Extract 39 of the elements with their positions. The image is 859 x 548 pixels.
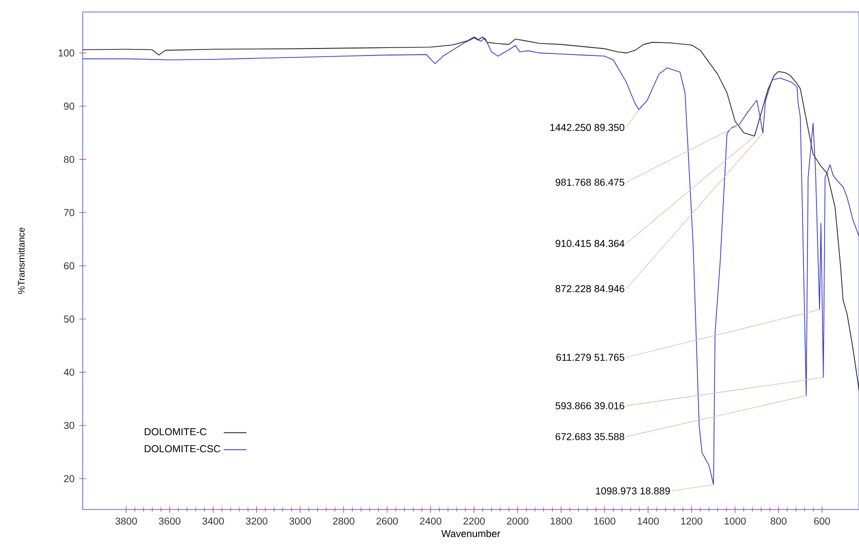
legend-label: DOLOMITE-C [144,428,206,436]
x-tick-label: 2200 [463,517,485,525]
annotation: 672.683 35.588 [556,432,624,440]
y-tick-label: 40 [64,368,74,376]
annotation: 981.768 86.475 [556,178,624,186]
y-tick-label: 50 [64,315,74,322]
x-tick-label: 1600 [594,517,616,525]
x-tick-label: 3400 [202,517,224,525]
x-tick-label: 3000 [289,517,311,525]
annotation: 593.866 39.016 [556,402,624,410]
y-tick-label: 80 [64,156,74,163]
annotation: 1442.250 89.350 [550,124,624,131]
x-tick-label: 600 [814,517,830,525]
x-tick-label: 2400 [420,517,442,525]
x-tick-label: 1000 [724,517,746,525]
y-tick-label: 60 [64,262,74,270]
annotation: 1098.973 18.889 [596,487,670,494]
legend-label: DOLOMITE-CSC [144,445,220,452]
y-tick-label: 70 [64,208,74,216]
y-tick-label: 30 [64,422,74,429]
x-tick-label: 3800 [115,517,137,525]
y-tick-label: 100 [58,49,74,56]
x-tick-label: 2000 [506,517,528,525]
x-tick-label: 1400 [638,517,659,525]
y-tick-label: 90 [64,102,74,110]
x-tick-label: 3600 [158,517,180,525]
y-tick-label: 20 [64,475,74,482]
x-tick-label: 2600 [376,517,398,525]
annotation: 611.279 51.765 [556,354,624,361]
x-tick-label: 800 [770,517,786,525]
x-tick-label: 1800 [550,517,572,525]
line-series [82,38,859,485]
x-axis-title: Wavenumber [441,530,500,538]
x-tick-label: 3200 [246,517,268,525]
annotation: 910.415 84.364 [556,240,624,247]
y-axis-title: %Transmittance [18,228,25,294]
annotation: 872.228 84.946 [556,285,624,292]
x-tick-label: 1200 [681,517,702,525]
x-tick-label: 2800 [333,517,354,525]
